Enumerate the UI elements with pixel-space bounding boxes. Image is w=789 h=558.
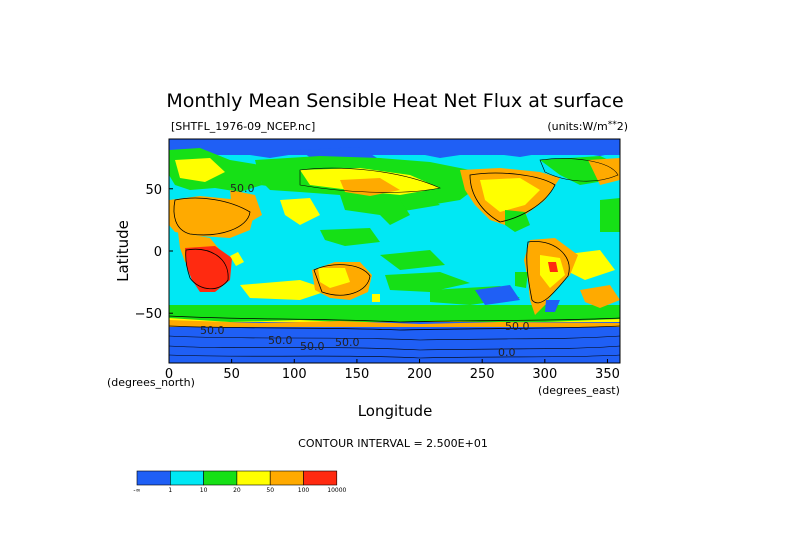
contour-lines <box>169 158 620 359</box>
y-tick-label: 50 <box>145 183 162 198</box>
contour-label-group: 50.0 50.0 50.0 50.0 50.0 0.0 50.0 <box>200 182 530 359</box>
colorbar-label: 1 <box>168 487 172 494</box>
map-field <box>169 139 620 363</box>
x-tick-label: 250 <box>470 367 495 382</box>
contour-label: 50.0 <box>335 336 360 349</box>
x-tick-label: 50 <box>223 367 240 382</box>
x-unit-right: (degrees_east) <box>538 384 620 397</box>
y-tick-label: −50 <box>135 307 162 322</box>
contour-label: 0.0 <box>498 346 516 359</box>
contour-label: 50.0 <box>200 324 225 337</box>
x-axis-label: Longitude <box>358 402 433 420</box>
colorbar-swatch <box>236 470 271 486</box>
colorbar-label: 10000 <box>327 487 346 494</box>
x-tick-label: 350 <box>595 367 620 382</box>
colorbar-swatch <box>303 470 338 486</box>
x-unit-left: (degrees_north) <box>107 376 195 389</box>
contour-label: 50.0 <box>300 340 325 353</box>
x-tick-label: 0 <box>165 367 173 382</box>
colorbar-label: 10 <box>200 487 208 494</box>
dataset-label: [SHTFL_1976-09_NCEP.nc] <box>171 120 315 133</box>
x-tick-label: 100 <box>282 367 307 382</box>
colorbar-swatch <box>170 470 204 486</box>
colorbar-swatch <box>203 470 238 486</box>
colorbar-label: 20 <box>233 487 241 494</box>
contour-label: 50.0 <box>505 320 530 333</box>
x-tick-label: 300 <box>532 367 557 382</box>
colorbar-label: -∞ <box>133 487 140 494</box>
y-axis: 50 0 −50 <box>135 183 173 322</box>
units-label: (units:W/m**2) <box>547 120 628 133</box>
contour-interval: CONTOUR INTERVAL = 2.500E+01 <box>298 437 488 450</box>
contour-label: 50.0 <box>230 182 255 195</box>
x-axis: 0 50 100 150 200 250 300 350 <box>165 359 620 382</box>
x-tick-label: 150 <box>345 367 370 382</box>
x-tick-label: 200 <box>407 367 432 382</box>
chart-title: Monthly Mean Sensible Heat Net Flux at s… <box>166 90 623 112</box>
colorbar-swatch <box>269 470 304 486</box>
colorbar-label: 100 <box>298 487 310 494</box>
y-tick-label: 0 <box>154 245 162 260</box>
y-axis-label: Latitude <box>114 220 132 282</box>
colorbar-swatch <box>136 470 171 486</box>
colorbar-label: 50 <box>266 487 274 494</box>
contour-label: 50.0 <box>268 334 293 347</box>
colorbar: -∞ 1 10 20 50 100 10000 <box>133 470 347 494</box>
